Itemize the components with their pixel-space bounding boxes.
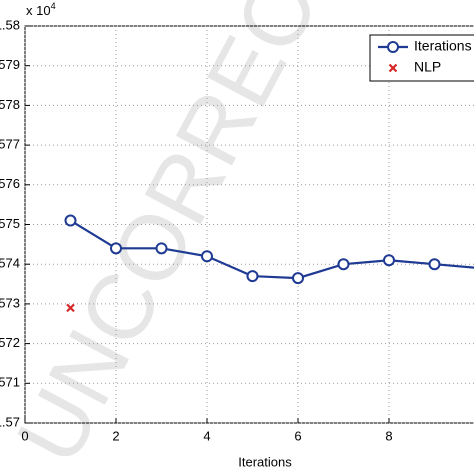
x-tick-label: 6 [294,428,301,443]
x-tick-label: 8 [385,428,392,443]
y-tick-label: 1.579 [0,57,20,72]
watermark: UNCORRECTED [0,0,424,474]
y-tick-label: 1.577 [0,137,20,152]
point [246,270,259,283]
x-tick-label: 4 [203,428,210,443]
y-multiplier: x 104 [26,1,56,18]
y-tick-label: 1.573 [0,295,20,310]
multiplier-base: x 10 [26,3,51,18]
x-axis-label: Iterations [238,454,292,469]
x-tick-label: 2 [112,428,119,443]
y-tick-label: 1.574 [0,256,20,271]
y-tick-label: 1.575 [0,216,20,231]
y-tick-label: 1.578 [0,97,20,112]
legend-label: Iterations [414,38,472,54]
point [337,258,350,271]
line [69,219,474,280]
y-tick-label: 1.571 [0,375,20,390]
point [64,214,77,227]
point [155,242,168,255]
multiplier-exponent: 4 [51,1,56,11]
point [428,258,441,271]
y-tick-label: 1.57 [0,414,20,429]
legend-box [369,34,474,82]
y-tick-label: 1.576 [0,176,20,191]
legend-label: NLP [414,59,441,75]
x-tick-label: 0 [21,428,28,443]
legend-marker [388,63,398,73]
point [383,254,395,267]
legend-marker [387,41,399,53]
point [66,303,75,313]
y-tick-label: 1.572 [0,335,20,350]
point [110,242,122,255]
point [292,272,304,285]
point [201,250,213,263]
y-tick-label: 1.58 [0,17,20,32]
